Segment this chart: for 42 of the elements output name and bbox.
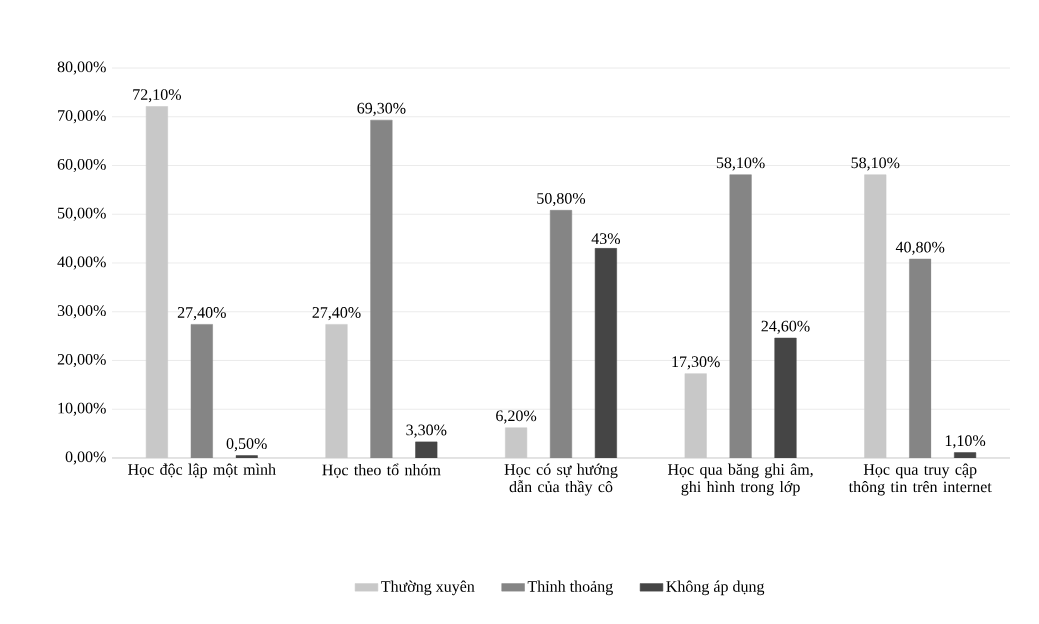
data-label: 69,30% [357, 102, 406, 116]
bar [415, 441, 438, 458]
y-tick-label: 20,00% [57, 353, 106, 368]
data-label: 50,80% [537, 192, 586, 207]
legend-label: Thường xuyên [381, 580, 475, 596]
legend-label: Thỉnh thoảng [527, 580, 613, 596]
legend-label: Không áp dụng [666, 580, 765, 596]
x-tick-label: Học có sự hướng dẫn của thầy cô [504, 463, 618, 496]
bar [954, 452, 977, 458]
bar [235, 455, 258, 458]
bar [549, 210, 573, 458]
data-label: 58,10% [851, 157, 900, 171]
x-tick-label: Học theo tổ nhóm [322, 463, 441, 478]
x-tick-label: Học độc lập một mình [128, 463, 276, 479]
y-tick-label: 50,00% [58, 207, 106, 221]
y-tick-label: 30,00% [57, 305, 106, 319]
data-label: 3,30% [406, 424, 447, 438]
data-label: 27,40% [177, 307, 226, 321]
x-tick-label: Học qua băng ghi âm, ghi hình trong lớp [667, 463, 813, 496]
data-label: 6,20% [496, 410, 537, 424]
data-label: 1,10% [945, 435, 986, 449]
bar [909, 258, 932, 458]
bar [370, 119, 393, 458]
bar [729, 174, 752, 458]
data-label: 27,40% [312, 307, 361, 321]
y-tick-label: 10,00% [58, 402, 106, 416]
data-label: 40,80% [895, 241, 945, 255]
data-label: 43% [591, 233, 621, 245]
data-label: 24,60% [761, 320, 810, 334]
data-label: 0,50% [226, 438, 267, 452]
bar [190, 324, 213, 458]
y-tick-label: 60,00% [57, 158, 106, 173]
y-tick-label: 40,00% [57, 256, 106, 270]
bar [774, 337, 797, 458]
data-label: 58,10% [716, 157, 765, 171]
y-tick-label: 70,00% [58, 110, 106, 124]
x-tick-label: Học qua truy cập thông tin trên internet [848, 463, 992, 496]
data-label: 17,30% [672, 356, 720, 370]
bar [594, 248, 617, 458]
y-tick-label: 80,00% [57, 61, 106, 75]
data-label: 72,10% [133, 89, 182, 103]
y-tick-label: 0,00% [65, 451, 106, 465]
